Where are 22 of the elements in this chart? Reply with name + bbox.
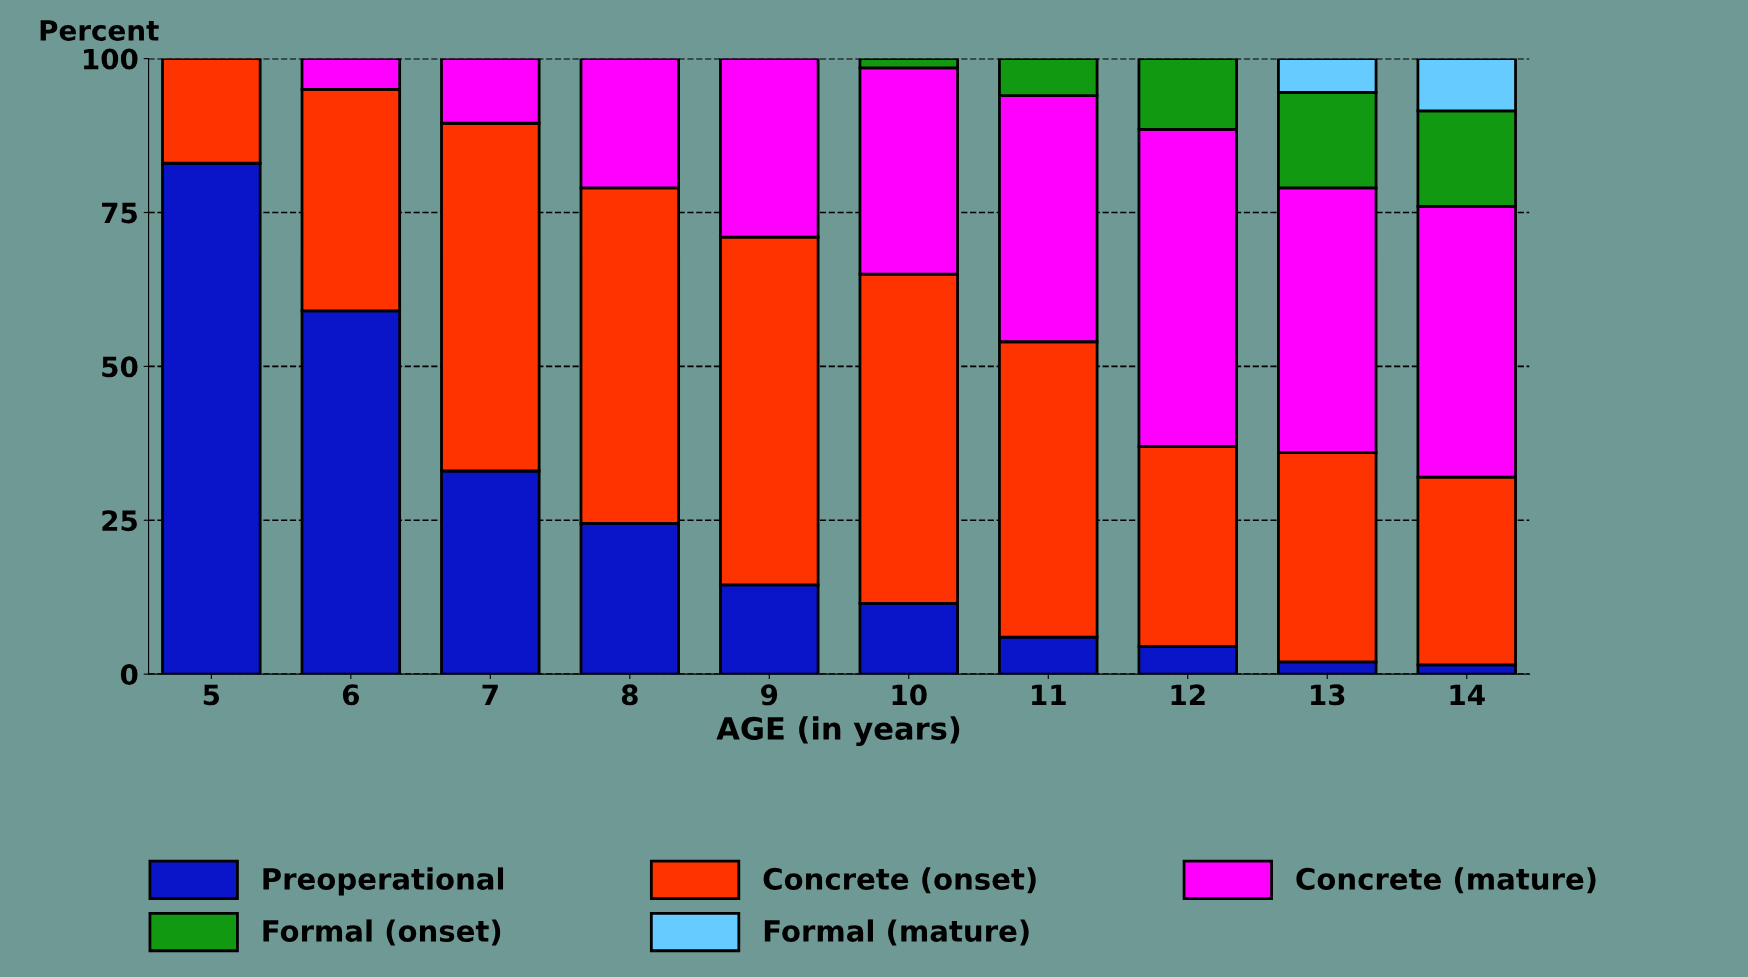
legend-label: Formal (onset) <box>263 919 501 946</box>
x-tick-label: 7 <box>482 684 498 705</box>
legend-label: Preoperational <box>263 867 504 896</box>
y-tick-label: 100 <box>84 48 138 70</box>
y-tick-label: 75 <box>102 202 137 224</box>
x-axis-title: AGE (in years) <box>716 716 960 747</box>
y-axis-title: Percent <box>40 20 159 41</box>
x-tick-label: 14 <box>1450 684 1485 705</box>
x-tick-label: 10 <box>892 684 927 706</box>
y-tick-label: 0 <box>120 664 138 686</box>
x-tick-label: 6 <box>342 684 360 706</box>
x-tick-label: 5 <box>203 684 220 706</box>
x-tick-label: 11 <box>1032 684 1066 705</box>
x-tick-label: 13 <box>1311 684 1345 706</box>
x-tick-label: 8 <box>621 684 638 706</box>
legend-label: Concrete (onset) <box>763 867 1036 894</box>
x-tick-label: 9 <box>761 684 778 706</box>
y-tick-label: 25 <box>102 510 137 532</box>
y-tick-label: 50 <box>102 356 138 378</box>
legend-label: Formal (mature) <box>764 919 1029 946</box>
legend-label: Concrete (mature) <box>1296 867 1596 894</box>
x-tick-label: 12 <box>1171 684 1205 705</box>
